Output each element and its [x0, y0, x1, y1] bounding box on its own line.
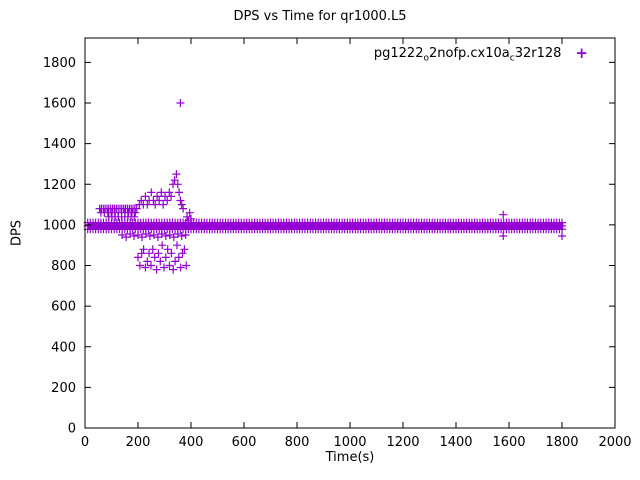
- y-tick-label: 1600: [43, 97, 76, 112]
- y-tick-label: 200: [51, 381, 76, 396]
- band-markers: [83, 218, 566, 234]
- y-tick-label: 1000: [43, 218, 76, 233]
- x-axis-label: Time(s): [325, 450, 375, 465]
- x-tick-label: 800: [285, 435, 310, 450]
- scatter-points: [95, 99, 566, 274]
- legend-label-subscript: o: [423, 53, 429, 64]
- chart-title: DPS vs Time for qr1000.L5: [233, 9, 407, 24]
- axis-ticks: 0 200 400 600 800 1000 1200 1400 1600 1800 2000 0 20…: [43, 38, 632, 450]
- x-tick-label: 0: [81, 435, 89, 450]
- y-tick-label: 800: [51, 259, 76, 274]
- x-tick-label: 1800: [545, 435, 578, 450]
- legend-series-label: pg1222o2nofp.cx10ac32r128: [374, 46, 562, 64]
- y-tick-label: 1400: [43, 137, 76, 152]
- legend-label-subscript: c: [509, 53, 515, 64]
- y-tick-label: 1200: [43, 178, 76, 193]
- x-tick-label: 2000: [598, 435, 631, 450]
- x-tick-label: 1600: [492, 435, 525, 450]
- x-tick-label: 400: [179, 435, 204, 450]
- x-tick-label: 1400: [439, 435, 472, 450]
- legend-label-part: 2nofp.cx10a: [428, 46, 510, 61]
- y-tick-label: 0: [68, 422, 76, 437]
- plus-marker-icon: +: [575, 44, 588, 62]
- series-layer: [83, 99, 566, 274]
- legend-label-part: pg1222: [373, 46, 424, 61]
- x-tick-label: 600: [232, 435, 257, 450]
- x-tick-label: 1000: [333, 435, 366, 450]
- legend-label-part: 32r128: [514, 46, 562, 61]
- y-tick-label: 400: [51, 340, 76, 355]
- x-tick-label: 1200: [386, 435, 419, 450]
- y-tick-label: 600: [51, 300, 76, 315]
- x-tick-label: 200: [126, 435, 151, 450]
- y-axis-label: DPS: [9, 219, 25, 247]
- y-tick-label: 1800: [43, 56, 76, 71]
- legend: pg1222o2nofp.cx10ac32r128 +: [374, 45, 588, 64]
